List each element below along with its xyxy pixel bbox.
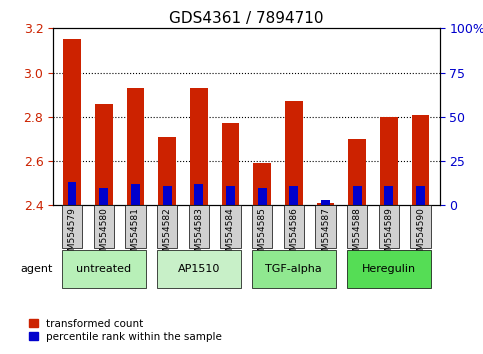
- Text: untreated: untreated: [76, 264, 131, 274]
- Bar: [416, 186, 425, 205]
- FancyBboxPatch shape: [410, 205, 431, 248]
- Text: Heregulin: Heregulin: [362, 264, 416, 274]
- Text: agent: agent: [21, 264, 53, 274]
- Text: GSM554582: GSM554582: [163, 207, 171, 262]
- Bar: [412, 115, 429, 205]
- Bar: [195, 184, 203, 205]
- Bar: [226, 186, 235, 205]
- FancyBboxPatch shape: [94, 205, 114, 248]
- FancyBboxPatch shape: [157, 250, 241, 288]
- Bar: [131, 184, 140, 205]
- Text: GSM554587: GSM554587: [321, 207, 330, 262]
- Legend: transformed count, percentile rank within the sample: transformed count, percentile rank withi…: [29, 319, 222, 342]
- Text: GSM554584: GSM554584: [226, 207, 235, 262]
- FancyBboxPatch shape: [347, 205, 368, 248]
- FancyBboxPatch shape: [188, 205, 209, 248]
- Text: GSM554586: GSM554586: [289, 207, 298, 262]
- Bar: [99, 188, 108, 205]
- Bar: [384, 186, 393, 205]
- Text: GSM554589: GSM554589: [384, 207, 393, 262]
- FancyBboxPatch shape: [157, 205, 177, 248]
- Title: GDS4361 / 7894710: GDS4361 / 7894710: [169, 11, 324, 26]
- FancyBboxPatch shape: [284, 205, 304, 248]
- FancyBboxPatch shape: [62, 250, 146, 288]
- Bar: [63, 39, 81, 205]
- Bar: [190, 88, 208, 205]
- FancyBboxPatch shape: [315, 205, 336, 248]
- Bar: [285, 101, 302, 205]
- FancyBboxPatch shape: [220, 205, 241, 248]
- FancyBboxPatch shape: [62, 205, 83, 248]
- Bar: [317, 203, 334, 205]
- Bar: [163, 186, 171, 205]
- Text: GSM554588: GSM554588: [353, 207, 362, 262]
- Bar: [158, 137, 176, 205]
- Bar: [68, 182, 76, 205]
- FancyBboxPatch shape: [252, 205, 272, 248]
- Text: GSM554579: GSM554579: [68, 207, 77, 262]
- FancyBboxPatch shape: [125, 205, 146, 248]
- Text: GSM554590: GSM554590: [416, 207, 425, 262]
- Bar: [289, 186, 298, 205]
- Text: TGF-alpha: TGF-alpha: [266, 264, 322, 274]
- Text: GSM554583: GSM554583: [194, 207, 203, 262]
- FancyBboxPatch shape: [252, 250, 336, 288]
- Text: GSM554585: GSM554585: [257, 207, 267, 262]
- Bar: [222, 124, 239, 205]
- Bar: [380, 117, 398, 205]
- Bar: [321, 200, 330, 205]
- Bar: [353, 186, 362, 205]
- Text: GSM554581: GSM554581: [131, 207, 140, 262]
- Text: AP1510: AP1510: [178, 264, 220, 274]
- Bar: [254, 163, 271, 205]
- Bar: [127, 88, 144, 205]
- FancyBboxPatch shape: [379, 205, 399, 248]
- Bar: [95, 103, 113, 205]
- FancyBboxPatch shape: [347, 250, 431, 288]
- Text: GSM554580: GSM554580: [99, 207, 108, 262]
- Bar: [348, 139, 366, 205]
- Bar: [258, 188, 267, 205]
